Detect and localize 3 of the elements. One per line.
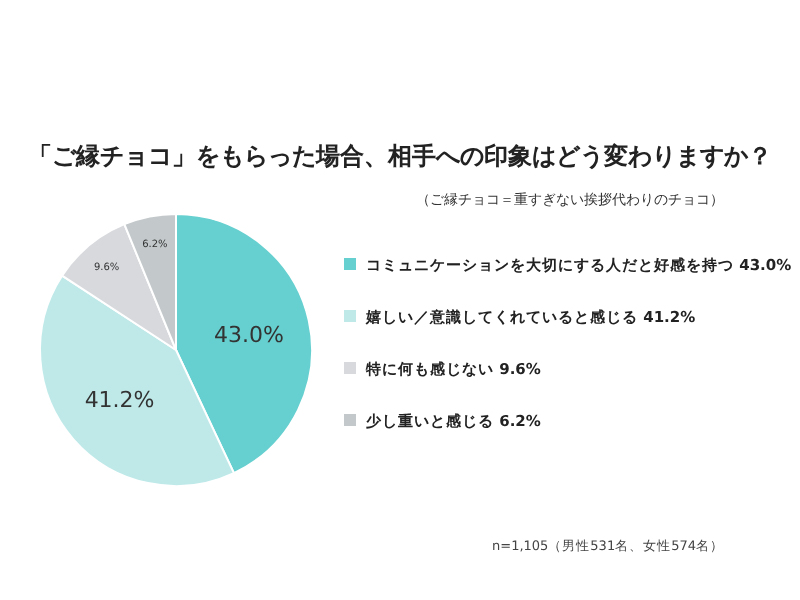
chart-title: 「ご縁チョコ」をもらった場合、相手への印象はどう変わりますか？	[28, 142, 772, 170]
data-label: 43.0%	[214, 321, 284, 348]
data-label: 41.2%	[84, 387, 155, 414]
